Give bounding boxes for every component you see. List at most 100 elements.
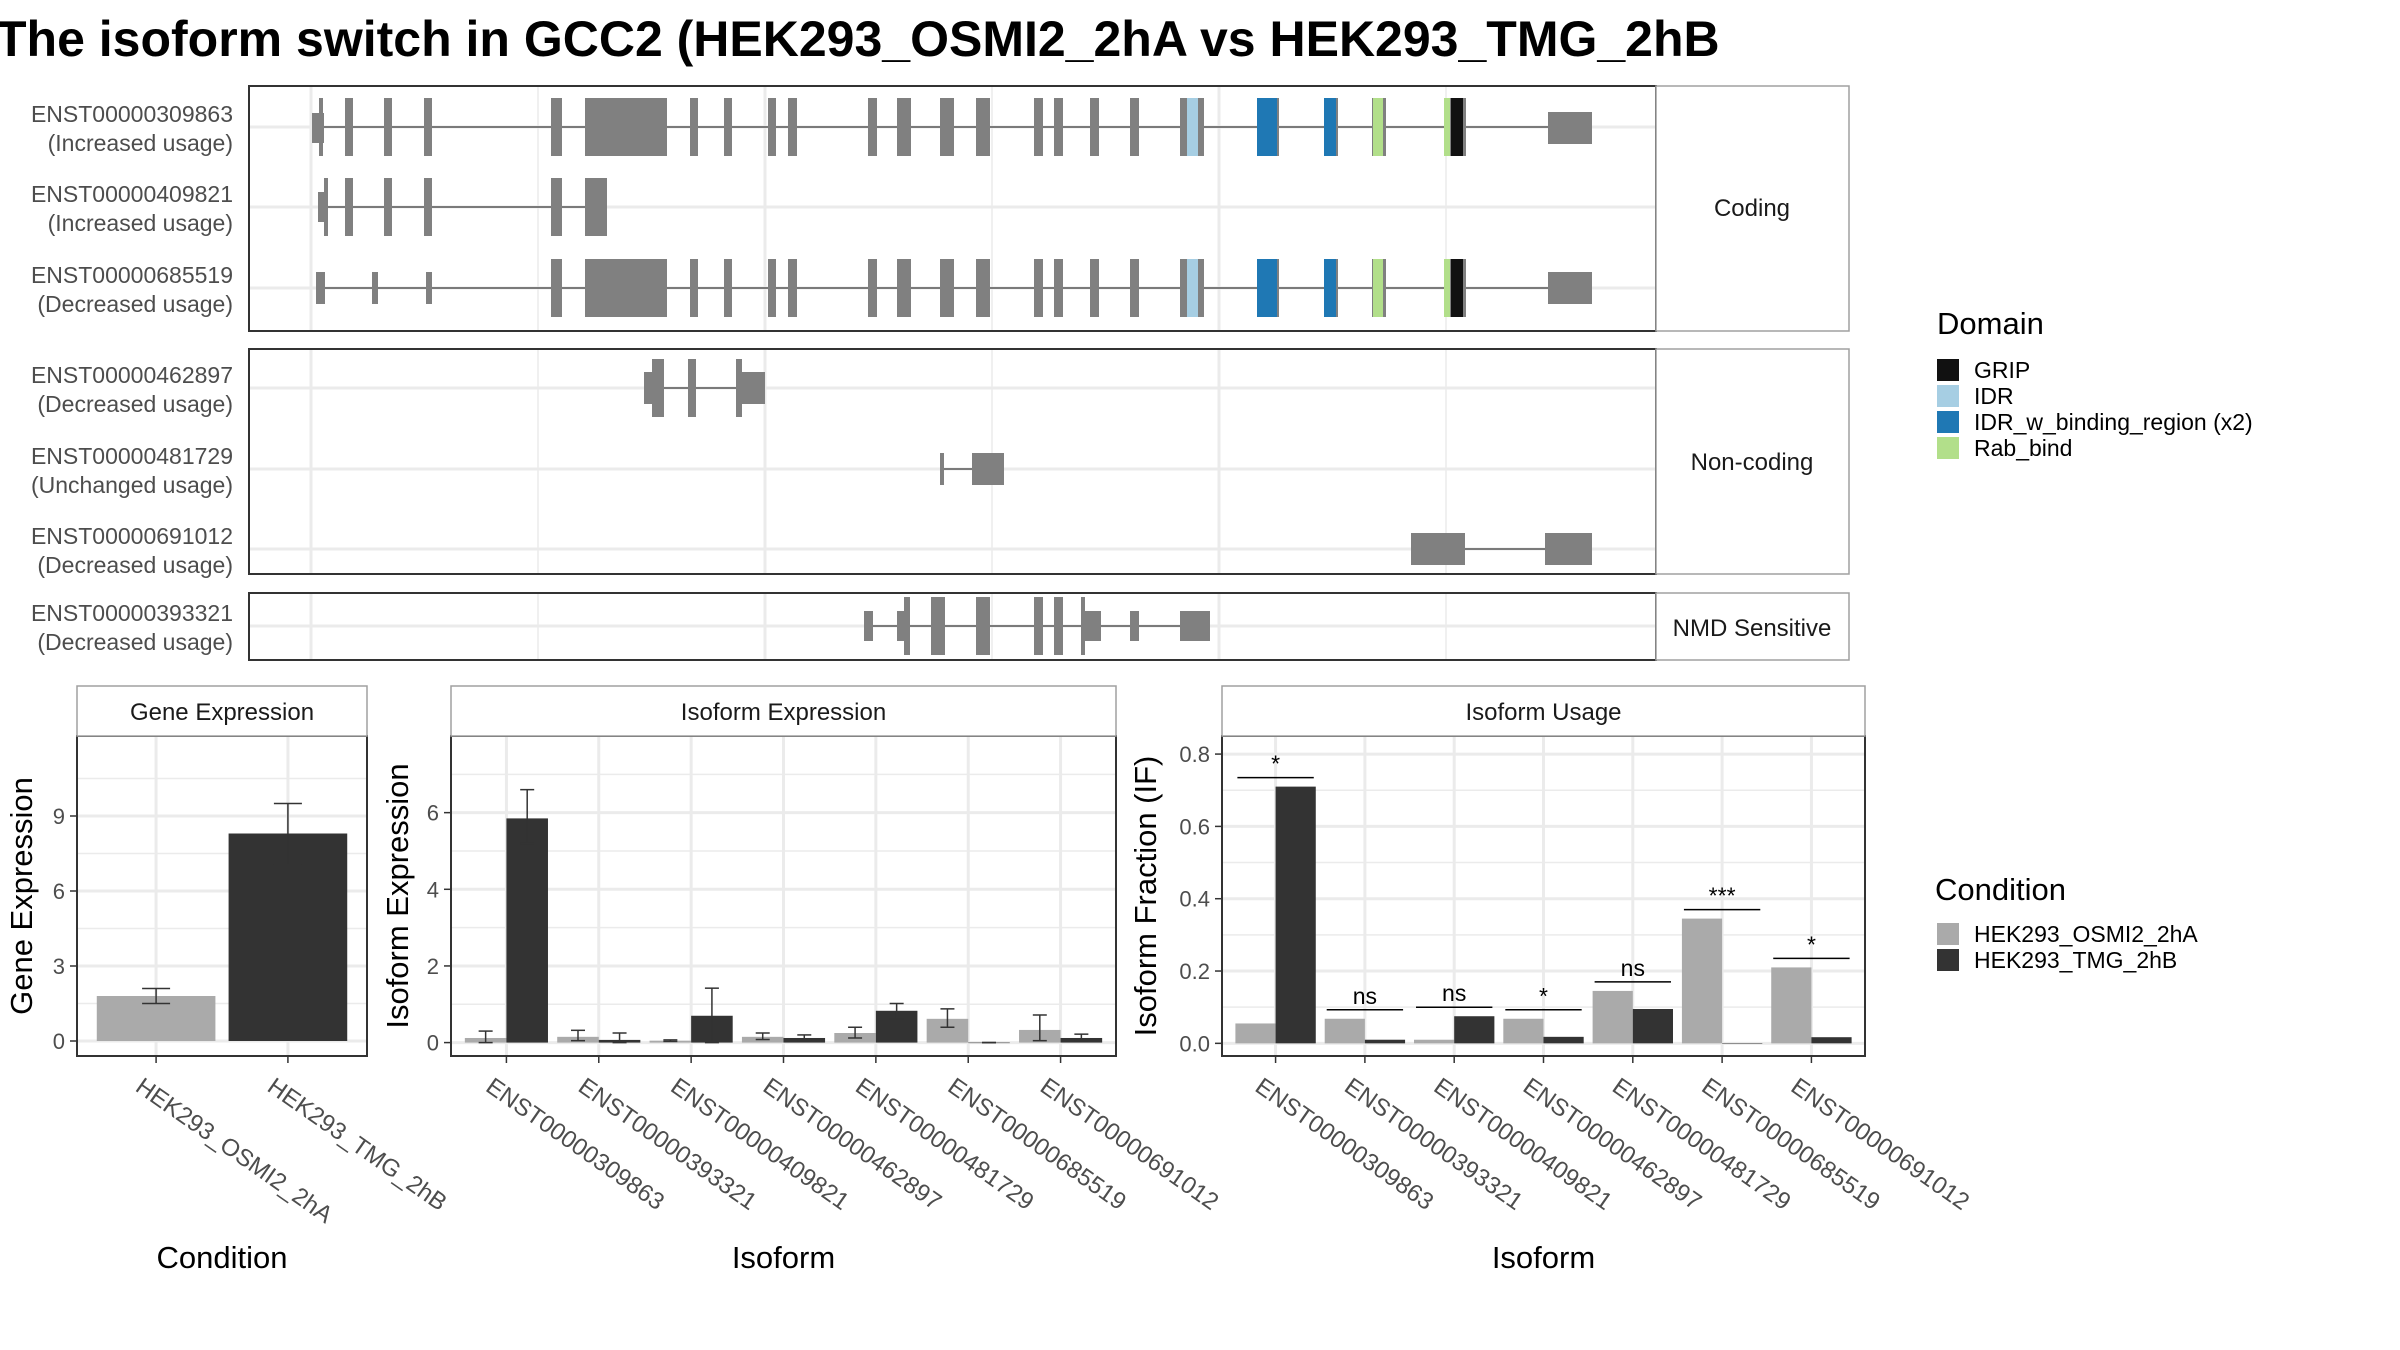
y-tick-label: 3: [53, 954, 65, 979]
x-axis-title: Isoform: [732, 1240, 835, 1275]
transcript-ENST00000481729: [940, 453, 1004, 485]
transcript-id-label: ENST00000409821: [31, 181, 233, 207]
significance-label: *: [1807, 931, 1816, 957]
idr-binding-domain: [1324, 98, 1336, 156]
error-bar: [1074, 1033, 1089, 1042]
transcript-ENST00000691012: [1411, 533, 1592, 565]
error-bar: [612, 1032, 627, 1044]
domain-legend-label: GRIP: [1974, 357, 2030, 383]
transcript-id-label: ENST00000685519: [31, 262, 233, 288]
transcript-labels: ENST00000309863 (Increased usage) ENST00…: [31, 101, 233, 655]
rab-bind-domain: [1373, 259, 1383, 317]
domain-legend-key: [1937, 385, 1959, 407]
domain-legend-key: [1937, 359, 1959, 381]
idr-binding-domain: [1257, 98, 1277, 156]
panel-strip: [1221, 685, 1866, 737]
rab-bind-domain: [1444, 98, 1450, 156]
y-tick-label: 0.8: [1179, 742, 1210, 767]
bar: [1632, 1008, 1673, 1044]
grip-domain: [1451, 259, 1463, 317]
grip-domain: [1451, 98, 1463, 156]
panel-title: Gene Expression: [130, 699, 314, 726]
y-axis-title: Isoform Expression: [380, 763, 415, 1028]
bar: [1324, 1018, 1365, 1044]
isoform-usage-chart: *ns ns *ns****Isoform Usage0.00.20.40.60.8…: [1128, 685, 1974, 1275]
transcript-id-label: ENST00000481729: [31, 443, 233, 469]
y-tick-label: 0.0: [1179, 1031, 1210, 1056]
error-bar: [478, 1030, 493, 1044]
error-bar: [273, 802, 302, 866]
error-bar: [889, 1002, 904, 1020]
error-bar: [570, 1029, 585, 1042]
domain-legend-label: Rab_bind: [1974, 435, 2072, 461]
figure-title: The isoform switch in GCC2 (HEK293_OSMI2…: [0, 11, 1720, 67]
bar: [1722, 1043, 1763, 1044]
idr-binding-domain: [1324, 259, 1336, 317]
bar: [228, 833, 348, 1041]
domain-legend-title: Domain: [1937, 306, 2044, 341]
error-bar: [520, 788, 535, 845]
condition-legend-key: [1937, 949, 1959, 971]
condition-legend-key: [1937, 923, 1959, 945]
bar: [1503, 1018, 1544, 1044]
y-tick-label: 0.2: [1179, 959, 1210, 984]
transcript-ENST00000462897: [644, 359, 765, 417]
idr-domain: [1187, 98, 1198, 156]
significance-label: *: [1539, 983, 1548, 1009]
x-axis-title: Condition: [157, 1240, 288, 1275]
bar: [1454, 1016, 1495, 1044]
error-bar: [797, 1034, 812, 1042]
transcript-ENST00000685519: [316, 259, 1592, 317]
transcript-usage-label: (Decreased usage): [37, 629, 233, 655]
coding-panel: Coding: [248, 85, 1850, 332]
y-tick-label: 0.4: [1179, 887, 1210, 912]
error-bar: [940, 1008, 955, 1029]
error-bar: [704, 987, 719, 1044]
bar-charts: Gene Expression0369HEK293_OSMI2_2hAHEK29…: [4, 685, 1974, 1275]
significance-label: ***: [1709, 883, 1736, 909]
noncoding-strip: [1655, 348, 1850, 575]
transcript-usage-label: (Increased usage): [48, 130, 233, 156]
nmd-panel: NMD Sensitive: [248, 592, 1850, 661]
bar: [1414, 1039, 1455, 1044]
error-bar: [1032, 1014, 1047, 1042]
bar: [1364, 1039, 1406, 1044]
transcript-usage-label: (Unchanged usage): [31, 472, 233, 498]
domain-legend-key: [1937, 437, 1959, 459]
y-tick-label: 9: [53, 804, 65, 829]
transcript-usage-label: (Decreased usage): [37, 552, 233, 578]
y-tick-label: 4: [427, 877, 439, 902]
transcript-id-label: ENST00000691012: [31, 523, 233, 549]
significance-label: *: [1271, 751, 1280, 777]
panel-title: Isoform Usage: [1465, 699, 1621, 726]
transcript-id-label: ENST00000462897: [31, 362, 233, 388]
error-bar: [755, 1032, 770, 1041]
transcript-ENST00000409821: [318, 178, 607, 236]
y-tick-label: 0: [53, 1029, 65, 1054]
error-bar: [848, 1026, 863, 1039]
condition-legend-label: HEK293_OSMI2_2hA: [1974, 921, 2198, 947]
y-axis-title: Isoform Fraction (IF): [1128, 756, 1163, 1037]
transcript-ENST00000309863: [312, 98, 1592, 156]
domain-legend-label: IDR_w_binding_region (x2): [1974, 409, 2253, 435]
y-tick-label: 0: [427, 1031, 439, 1056]
condition-legend-title: Condition: [1935, 872, 2066, 907]
transcript-usage-label: (Decreased usage): [37, 291, 233, 317]
y-tick-label: 6: [53, 879, 65, 904]
x-axis-title: Isoform: [1492, 1240, 1595, 1275]
significance-label: ns: [1621, 955, 1645, 981]
error-bar: [663, 1039, 678, 1043]
coding-strip: [1655, 85, 1850, 332]
isoform-expression-chart: Isoform Expression0246ENST00000309863ENS…: [380, 685, 1223, 1275]
bar: [1275, 786, 1316, 1044]
transcript-id-label: ENST00000393321: [31, 600, 233, 626]
bar: [1235, 1023, 1276, 1044]
condition-legend-label: HEK293_TMG_2hB: [1974, 947, 2177, 973]
bar: [926, 1018, 969, 1043]
noncoding-panel: Non-coding: [248, 348, 1850, 575]
panel-strip: [76, 685, 368, 737]
significance-label: ns: [1353, 983, 1377, 1009]
